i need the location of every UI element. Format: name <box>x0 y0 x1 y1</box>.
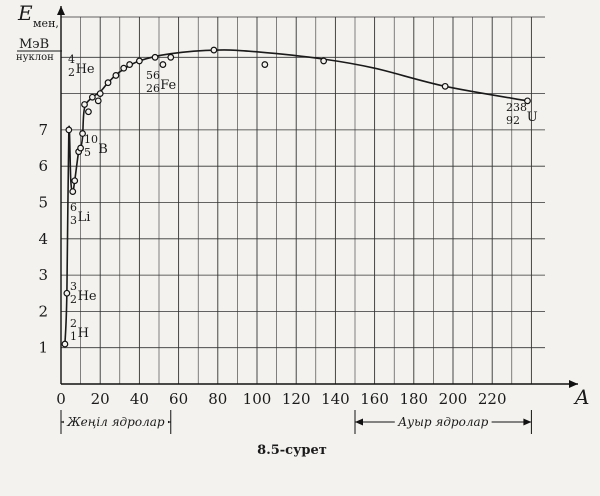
x-tick-label: 80 <box>208 390 227 408</box>
isotope-atomic-number: 5 <box>84 146 91 159</box>
y-tick-label: 3 <box>38 266 48 284</box>
y-tick-label: 7 <box>38 121 48 139</box>
y-axis-unit-top: МэВ <box>19 37 49 52</box>
x-tick-label: 100 <box>243 390 272 408</box>
data-point <box>61 340 69 348</box>
data-point <box>112 72 120 79</box>
isotope-label-b-10: 105 B <box>84 133 108 159</box>
data-point <box>69 188 77 196</box>
isotope-symbol: Fe <box>160 78 176 93</box>
y-axis-symbol: E <box>17 1 33 25</box>
isotope-symbol: He <box>76 62 95 77</box>
data-point <box>81 101 88 108</box>
x-tick-label: 160 <box>360 390 389 408</box>
data-point <box>71 177 79 185</box>
isotope-mass-number: 2 <box>70 317 77 330</box>
data-point <box>96 90 104 97</box>
y-tick-label: 6 <box>38 157 48 175</box>
isotope-mass-number: 4 <box>68 53 75 66</box>
data-point <box>261 61 269 68</box>
data-point <box>210 46 218 54</box>
x-tick-label: 140 <box>321 390 350 408</box>
x-tick-label: 180 <box>399 390 428 408</box>
x-tick-label: 220 <box>478 390 507 408</box>
isotope-label-he-3: 32 He <box>70 280 97 306</box>
isotope-mass-number: 6 <box>70 201 77 214</box>
data-point <box>79 130 86 137</box>
axes <box>57 6 578 388</box>
figure-caption: 8.5-сурет <box>257 443 327 458</box>
data-points <box>61 46 531 348</box>
region-label: Ауыр ядролар <box>397 415 489 429</box>
data-point <box>441 82 449 90</box>
x-axis-label: A <box>573 385 589 409</box>
region-marker-heavy: Ауыр ядролар <box>354 410 532 434</box>
isotope-symbol: U <box>527 110 538 125</box>
isotope-symbol: He <box>78 289 97 304</box>
grid <box>61 16 545 384</box>
y-axis-arrow <box>57 6 65 15</box>
data-point <box>126 61 134 68</box>
data-point <box>167 53 175 61</box>
data-point <box>63 289 71 297</box>
data-point <box>320 57 328 65</box>
data-point <box>120 64 128 72</box>
x-tick-label: 0 <box>56 390 66 408</box>
region-marker-light: Жеңіл ядролар <box>60 410 172 434</box>
isotope-atomic-number: 3 <box>70 214 77 227</box>
x-tick-label: 60 <box>169 390 188 408</box>
data-point <box>151 53 159 61</box>
isotope-atomic-number: 2 <box>70 293 77 306</box>
isotope-mass-number: 56 <box>146 69 160 82</box>
data-point <box>65 126 73 134</box>
isotope-mass-number: 238 <box>506 101 527 114</box>
x-tick-label: 200 <box>439 390 468 408</box>
x-tick-label: 120 <box>282 390 311 408</box>
data-point <box>104 79 112 87</box>
y-axis-unit-bottom: нуклон <box>16 52 54 63</box>
isotope-label-he-4: 42 He <box>68 53 95 79</box>
y-tick-label: 1 <box>38 339 48 357</box>
isotope-label-li-6: 63 Li <box>70 201 90 227</box>
isotope-symbol: H <box>78 326 89 341</box>
data-point <box>159 61 167 68</box>
region-label-bg <box>63 413 168 429</box>
x-axis-arrow <box>569 380 578 388</box>
data-point <box>135 57 143 65</box>
isotope-symbol: B <box>98 142 108 157</box>
data-point <box>94 97 102 105</box>
data-point <box>524 97 531 105</box>
isotope-symbol: Li <box>78 210 91 225</box>
isotope-atomic-number: 92 <box>506 114 520 127</box>
isotope-atomic-number: 1 <box>70 330 77 343</box>
y-tick-label: 4 <box>38 230 48 248</box>
data-point <box>77 144 84 152</box>
isotope-atomic-number: 26 <box>146 82 160 95</box>
y-tick-label: 5 <box>38 194 48 212</box>
region-markers: Жеңіл ядролар Ауыр ядролар <box>60 410 532 434</box>
isotope-mass-number: 10 <box>84 133 98 146</box>
isotope-label-h-2: 21 H <box>70 317 89 343</box>
x-tick-label: 40 <box>130 390 149 408</box>
region-label: Жеңіл ядролар <box>66 415 165 429</box>
region-arrow-right <box>523 418 532 426</box>
isotope-mass-number: 3 <box>70 280 77 293</box>
y-tick-label: 2 <box>38 302 48 320</box>
region-arrow-left <box>355 418 363 426</box>
data-point <box>88 93 96 101</box>
region-label-bg <box>394 413 492 429</box>
data-point <box>85 108 92 116</box>
isotope-atomic-number: 2 <box>68 66 75 79</box>
y-axis-subscript: мен, <box>33 17 59 30</box>
x-tick-label: 20 <box>91 390 110 408</box>
